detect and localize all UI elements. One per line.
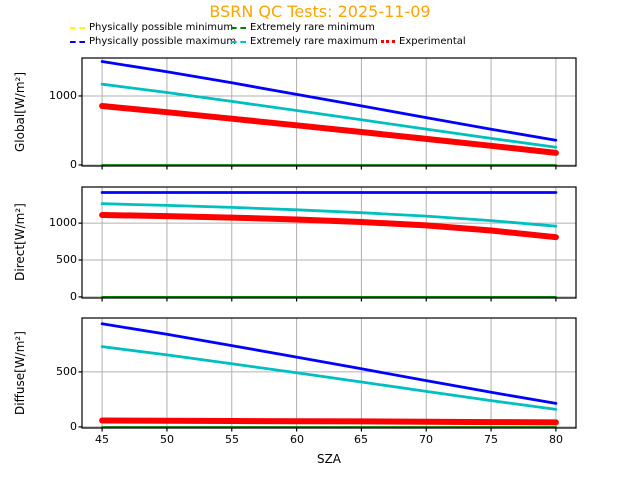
er-max-line-swatch <box>231 40 246 43</box>
ytick-label: 0 <box>70 290 77 303</box>
legend-label: Extremely rare minimum <box>250 22 375 33</box>
legend-item-experimental: Experimental <box>381 35 466 48</box>
xtick-label: 45 <box>95 433 109 446</box>
legend-label: Experimental <box>399 36 466 47</box>
series-diffuse-experimental <box>99 417 559 426</box>
experimental-line-swatch <box>381 40 395 43</box>
er-min-line-swatch <box>231 26 246 29</box>
pp-max-line-swatch <box>70 40 85 43</box>
legend-item-pp-min: Physically possible minimum <box>70 21 233 34</box>
legend-label: Physically possible maximum <box>89 36 237 47</box>
xtick-label: 75 <box>484 433 498 446</box>
xtick-label: 80 <box>549 433 563 446</box>
series-direct-er-max <box>100 202 558 228</box>
xtick-label: 70 <box>419 433 433 446</box>
ytick-label: 1000 <box>49 216 77 229</box>
xtick-label: 50 <box>160 433 174 446</box>
ytick-label: 500 <box>56 365 77 378</box>
legend-label: Physically possible minimum <box>89 22 234 33</box>
chart-title: BSRN QC Tests: 2025-11-09 <box>209 2 431 21</box>
legend-item-er-max: Extremely rare maximum <box>231 35 378 48</box>
y-axis-label-direct: Direct[W/m²] <box>13 203 27 281</box>
ytick-label: 1000 <box>49 89 77 102</box>
axes-frame-direct <box>81 186 577 299</box>
axes-frame-global <box>81 57 577 167</box>
pp-min-line-swatch <box>70 26 85 29</box>
x-axis-label: SZA <box>316 452 342 466</box>
y-axis-label-global: Global[W/m²] <box>13 71 27 153</box>
legend-item-er-min: Extremely rare minimum <box>231 21 375 34</box>
series-diffuse-pp-max <box>100 322 558 405</box>
series-global-experimental <box>99 103 559 156</box>
axes-frame-diffuse <box>81 317 577 429</box>
series-direct-experimental <box>99 212 559 241</box>
series-global-pp-max <box>100 60 558 142</box>
ytick-label: 0 <box>70 420 77 433</box>
xtick-label: 55 <box>225 433 239 446</box>
xtick-label: 60 <box>290 433 304 446</box>
xtick-label: 65 <box>354 433 368 446</box>
y-axis-label-diffuse: Diffuse[W/m²] <box>13 331 27 415</box>
ytick-label: 0 <box>70 158 77 171</box>
ytick-label: 500 <box>56 253 77 266</box>
series-diffuse-er-max <box>100 345 558 411</box>
legend-label: Extremely rare maximum <box>250 36 378 47</box>
legend-item-pp-max: Physically possible maximum <box>70 35 236 48</box>
series-global-er-max <box>100 82 558 149</box>
